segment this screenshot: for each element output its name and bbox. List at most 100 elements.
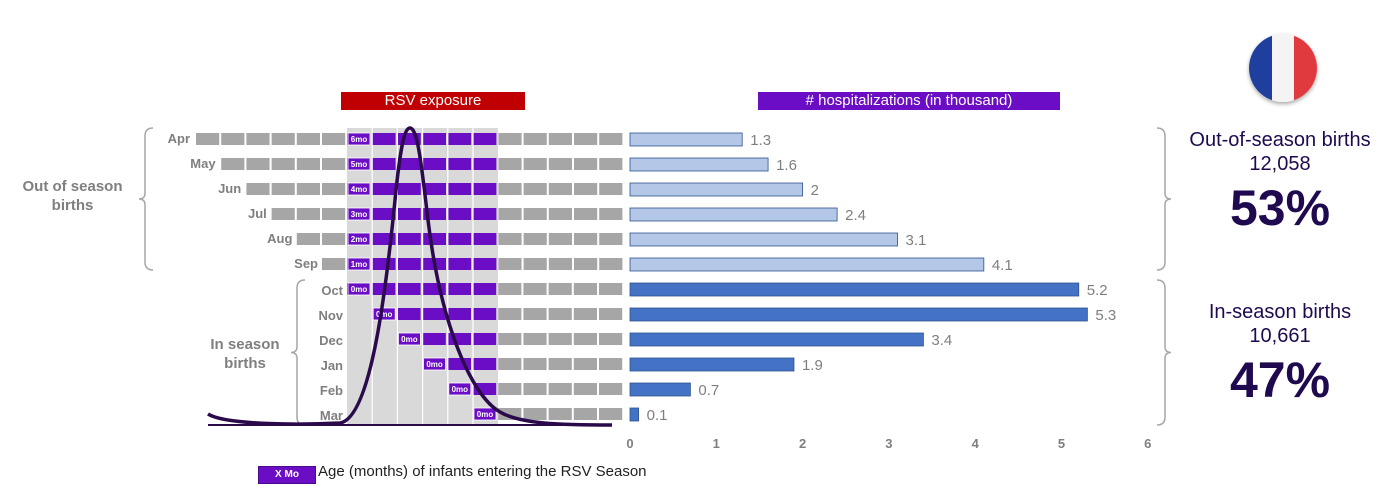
age-segment xyxy=(599,308,623,320)
age-segment xyxy=(397,208,421,220)
age-segment xyxy=(422,158,446,170)
age-segment xyxy=(498,183,522,195)
age-chip-label: 4mo xyxy=(351,185,368,194)
age-segment xyxy=(599,258,623,270)
age-chip-label: 3mo xyxy=(351,210,368,219)
age-segment xyxy=(448,133,472,145)
age-segment xyxy=(548,208,572,220)
age-segment xyxy=(473,258,497,270)
age-chip-label: 2mo xyxy=(351,235,368,244)
age-segment xyxy=(271,158,295,170)
out-of-season-births-label: Out of season births xyxy=(22,178,123,214)
age-segment xyxy=(548,333,572,345)
age-chip-label: 0mo xyxy=(351,285,368,294)
hospitalization-bar-aug xyxy=(629,232,898,247)
age-segment xyxy=(573,383,597,395)
age-segment xyxy=(473,283,497,295)
age-segment xyxy=(246,133,270,145)
month-label-aug: Aug xyxy=(267,231,293,246)
age-segment xyxy=(548,283,572,295)
age-chip xyxy=(347,132,371,146)
age-segment xyxy=(271,133,295,145)
age-segment xyxy=(372,133,396,145)
age-segment xyxy=(322,208,346,220)
france-flag-icon xyxy=(1249,34,1317,102)
hospitalization-value-label: 3.1 xyxy=(906,232,927,249)
age-segment xyxy=(221,133,245,145)
hospitalization-value-label: 0.1 xyxy=(647,407,668,424)
month-label-jan: Jan xyxy=(320,358,343,373)
age-segment xyxy=(322,258,346,270)
hospitalization-value-label: 2.4 xyxy=(845,207,866,224)
age-segment xyxy=(599,158,623,170)
hospitalization-value-label: 0.7 xyxy=(698,382,719,399)
age-segment xyxy=(498,358,522,370)
hospitalization-value-label: 1.6 xyxy=(776,157,797,174)
out-of-season-percent: 53% xyxy=(1229,180,1331,236)
age-segment xyxy=(246,158,270,170)
hospitalization-value-label: 2 xyxy=(811,182,819,199)
age-segment xyxy=(422,308,446,320)
age-chip-label: 1mo xyxy=(351,260,368,269)
legend-chip: X Mo xyxy=(258,466,316,484)
age-segment xyxy=(322,158,346,170)
month-label-oct: Oct xyxy=(321,283,343,298)
in-season-percent: 47% xyxy=(1229,352,1331,408)
age-segment xyxy=(372,183,396,195)
age-segment xyxy=(523,133,547,145)
age-segment xyxy=(548,183,572,195)
age-segment xyxy=(397,308,421,320)
age-segment xyxy=(447,283,471,295)
age-segment xyxy=(599,408,623,420)
in-season-brace xyxy=(290,279,306,426)
in-season-right-brace xyxy=(1156,279,1172,426)
age-segment xyxy=(322,133,346,145)
age-segment xyxy=(599,233,623,245)
month-label-nov: Nov xyxy=(318,308,343,323)
age-segment xyxy=(599,133,623,145)
age-segment xyxy=(599,208,623,220)
age-chip-label: 0mo xyxy=(401,335,418,344)
age-segment xyxy=(599,183,623,195)
hospitalization-bar-jun xyxy=(629,182,804,197)
age-segment xyxy=(473,333,497,345)
age-segment xyxy=(397,258,421,270)
age-segment xyxy=(196,133,220,145)
age-segment xyxy=(397,283,421,295)
age-segment xyxy=(574,158,598,170)
hospitalization-bar-sep xyxy=(629,257,985,272)
x-tick-label: 2 xyxy=(799,436,806,451)
age-chip xyxy=(347,282,371,296)
hospitalization-value-label: 1.9 xyxy=(802,357,823,374)
hospitalization-value-label: 5.3 xyxy=(1095,307,1116,324)
hospitalization-bar-dec xyxy=(629,332,924,347)
x-tick-label: 3 xyxy=(885,436,892,451)
month-label-jun: Jun xyxy=(218,181,242,196)
age-segment xyxy=(523,183,547,195)
age-segment xyxy=(523,308,547,320)
out-of-season-title: Out-of-season births xyxy=(1189,129,1371,151)
month-label-dec: Dec xyxy=(319,333,343,348)
age-segment xyxy=(473,233,497,245)
age-segment xyxy=(473,358,497,370)
x-tick-label: 0 xyxy=(626,436,633,451)
age-segment xyxy=(523,208,547,220)
x-tick-label: 5 xyxy=(1058,436,1065,451)
age-segment xyxy=(523,233,547,245)
age-segment xyxy=(523,158,547,170)
age-chip xyxy=(397,332,421,346)
age-segment xyxy=(473,158,497,170)
out-season-brace xyxy=(138,127,154,271)
hospitalization-bar-oct xyxy=(629,282,1080,297)
month-label-jul: Jul xyxy=(248,206,267,221)
month-label-sep: Sep xyxy=(294,256,318,271)
x-tick-label: 1 xyxy=(713,436,720,451)
age-segment xyxy=(498,208,522,220)
age-segment xyxy=(498,258,522,270)
hospitalizations-header: # hospitalizations (in thousand) xyxy=(758,92,1060,110)
age-chip xyxy=(347,257,371,271)
age-segment xyxy=(473,183,497,195)
age-segment xyxy=(296,158,320,170)
age-chip-label: 5mo xyxy=(351,160,368,169)
age-segment xyxy=(473,308,497,320)
